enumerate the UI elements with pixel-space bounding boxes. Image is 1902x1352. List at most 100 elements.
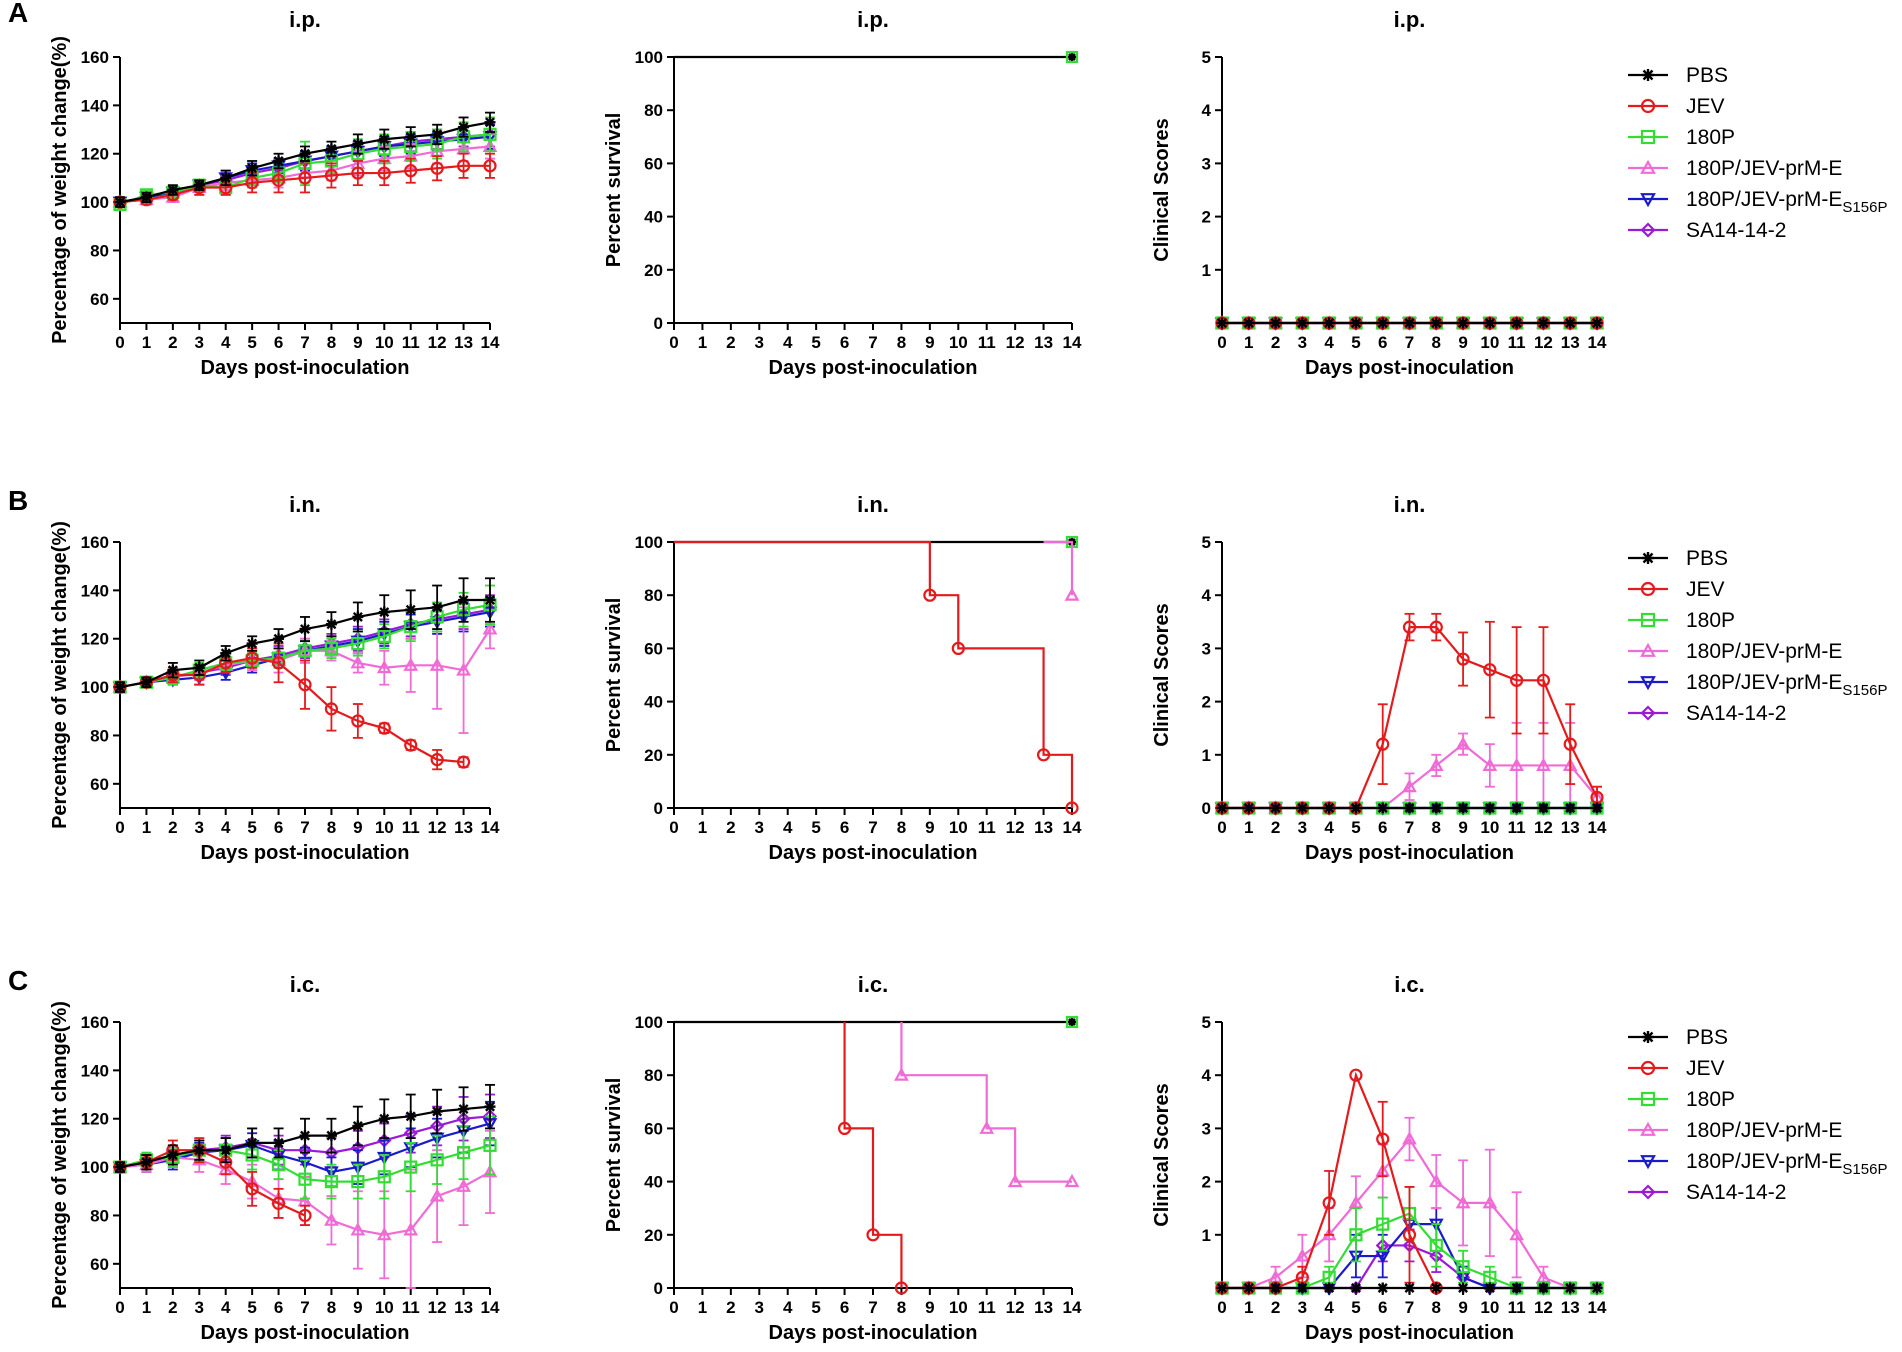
point-c1-180p-jev-prm-e-9 [350, 1222, 366, 1236]
point-b1-pbs-8-stroke-3 [326, 619, 337, 630]
x-tick-label-a3-8: 8 [1432, 333, 1441, 352]
series-c1-pbs [114, 1083, 496, 1173]
x-axis-label-a2: Days post-inoculation [769, 357, 978, 379]
point-a1-pbs-0 [114, 196, 126, 208]
point-c1-180p-8 [324, 1174, 339, 1189]
point-b1-jev-13 [456, 755, 471, 769]
y-tick-label-b1-2: 100 [81, 678, 109, 697]
legend-item-2-2: 180P [1628, 609, 1735, 632]
point-c1-180p-9 [351, 1174, 365, 1189]
point-c1-pbs-4 [220, 1144, 232, 1156]
point-b3-pbs-5 [1350, 802, 1362, 814]
x-tick-label-b2-11: 11 [978, 818, 996, 837]
point-c3-pbs-12 [1537, 1282, 1549, 1294]
point-c1-180p-jev-prm-e-14 [482, 1164, 498, 1178]
point-c1-180p-12 [430, 1153, 444, 1167]
series-line-c3-180p-jev-prm-e-0 [1222, 1137, 1597, 1290]
panel-title-b2: i.n. [857, 492, 889, 517]
y-axis-label-a3: Clinical Scores [1151, 118, 1173, 261]
x-tick-label-a1-11: 11 [402, 333, 420, 352]
x-tick-label-a2-10: 10 [949, 333, 968, 352]
x-tick-label-c1-3: 3 [195, 1298, 204, 1317]
y-tick-label-c1-3: 120 [81, 1110, 109, 1129]
y-tick-label-b3-4: 4 [1202, 586, 1212, 605]
x-tick-label-c1-12: 12 [428, 1298, 447, 1317]
y-tick-label-a3-2: 3 [1202, 154, 1211, 173]
legend-label-subscript-2-4: S156P [1842, 682, 1887, 699]
x-tick-label-b3-12: 12 [1534, 818, 1553, 837]
x-tick-label-b3-4: 4 [1324, 818, 1334, 837]
legend-item-2-3: 180P/JEV-prM-E [1628, 640, 1842, 663]
y-tick-label-c2-3: 60 [644, 1119, 663, 1138]
y-tick-label-a2-1: 20 [644, 261, 663, 280]
point-b1-pbs-0 [114, 681, 126, 693]
point-c3-pbs-0-stroke-3 [1217, 1283, 1227, 1293]
marker-c2-surviving-groups-0-b-stroke-3 [1068, 1018, 1076, 1026]
point-c1-pbs-10 [378, 1113, 390, 1125]
marker-c2-180p-jev-prm-e-2 [1007, 1173, 1023, 1188]
point-c1-pbs-1 [140, 1156, 152, 1168]
x-tick-label-c2-8: 8 [897, 1298, 906, 1317]
point-c1-pbs-14 [484, 1101, 496, 1113]
point-a3-pbs-12-stroke-3 [1538, 318, 1549, 328]
legend-item-3-0: PBS [1628, 1026, 1728, 1049]
point-c3-180p-8 [1429, 1238, 1443, 1253]
y-tick-label-c2-5: 100 [635, 1013, 663, 1032]
point-c1-pbs-12 [431, 1105, 443, 1117]
point-a1-pbs-9-stroke-3 [352, 139, 363, 150]
point-a1-jev-9 [351, 166, 365, 180]
y-tick-label-a1-2: 100 [81, 193, 109, 212]
point-a3-pbs-11 [1511, 317, 1523, 329]
x-tick-label-a3-2: 2 [1271, 333, 1280, 352]
y-tick-label-b3-2: 2 [1202, 693, 1211, 712]
point-c1-pbs-10-stroke-3 [379, 1113, 390, 1124]
legend-label-1-0: PBS [1686, 64, 1728, 87]
legend-label-3-3: 180P/JEV-prM-E [1686, 1119, 1842, 1142]
point-b3-pbs-2 [1270, 802, 1282, 814]
point-b3-pbs-13-stroke-3 [1565, 803, 1576, 813]
point-b1-180p-10 [377, 629, 391, 643]
point-c1-180p-14 [483, 1138, 497, 1152]
point-b3-180p-jev-prm-e-10 [1482, 757, 1498, 771]
point-b1-180p-jev-prm-e-10 [376, 659, 392, 674]
marker-c2-jev-2 [894, 1281, 909, 1295]
point-b1-pbs-9 [352, 611, 364, 623]
legend-item-2-4: 180P/JEV-prM-ES156P [1628, 671, 1887, 699]
y-tick-label-c1-0: 60 [90, 1255, 109, 1274]
y-tick-label-b2-4: 80 [644, 586, 663, 605]
point-a1-pbs-7 [299, 148, 311, 160]
legend-swatch-marker-3-5 [1640, 1184, 1656, 1200]
y-tick-label-b2-3: 60 [644, 639, 663, 658]
y-tick-label-a2-5: 100 [635, 48, 663, 67]
x-tick-label-b1-1: 1 [142, 818, 151, 837]
x-tick-label-c2-6: 6 [840, 1298, 849, 1317]
legend-row-3: PBSJEV180P180P/JEV-prM-E180P/JEV-prM-ES1… [1628, 1026, 1887, 1204]
series-c2-jev [837, 1022, 909, 1295]
x-tick-label-b1-7: 7 [300, 818, 309, 837]
x-tick-label-a1-2: 2 [168, 333, 177, 352]
x-tick-label-b1-6: 6 [274, 818, 283, 837]
point-c3-pbs-7 [1404, 1282, 1415, 1294]
x-tick-label-b2-3: 3 [755, 818, 764, 837]
x-tick-label-b3-1: 1 [1244, 818, 1253, 837]
point-c3-jev-5 [1349, 1068, 1363, 1082]
x-tick-label-b1-9: 9 [353, 818, 362, 837]
series-b1-pbs [114, 577, 496, 693]
x-tick-label-b2-4: 4 [783, 818, 793, 837]
x-tick-label-b2-0: 0 [669, 818, 678, 837]
y-tick-label-c2-1: 20 [644, 1226, 663, 1245]
point-a1-jev-10 [377, 166, 391, 180]
legend-label-main-2-0: PBS [1686, 547, 1728, 570]
row-letter-c: C [8, 965, 28, 996]
point-a1-pbs-6 [273, 155, 285, 167]
legend-label-main-1-5: SA14-14-2 [1686, 219, 1786, 242]
series-line-b2-180p-jev-prm-e [1043, 540, 1074, 596]
x-axis-label-b1: Days post-inoculation [201, 842, 410, 864]
legend-label-main-2-4: 180P/JEV-prM-E [1686, 671, 1842, 694]
x-tick-label-b3-5: 5 [1351, 818, 1360, 837]
x-axis-label-c2: Days post-inoculation [769, 1322, 978, 1344]
